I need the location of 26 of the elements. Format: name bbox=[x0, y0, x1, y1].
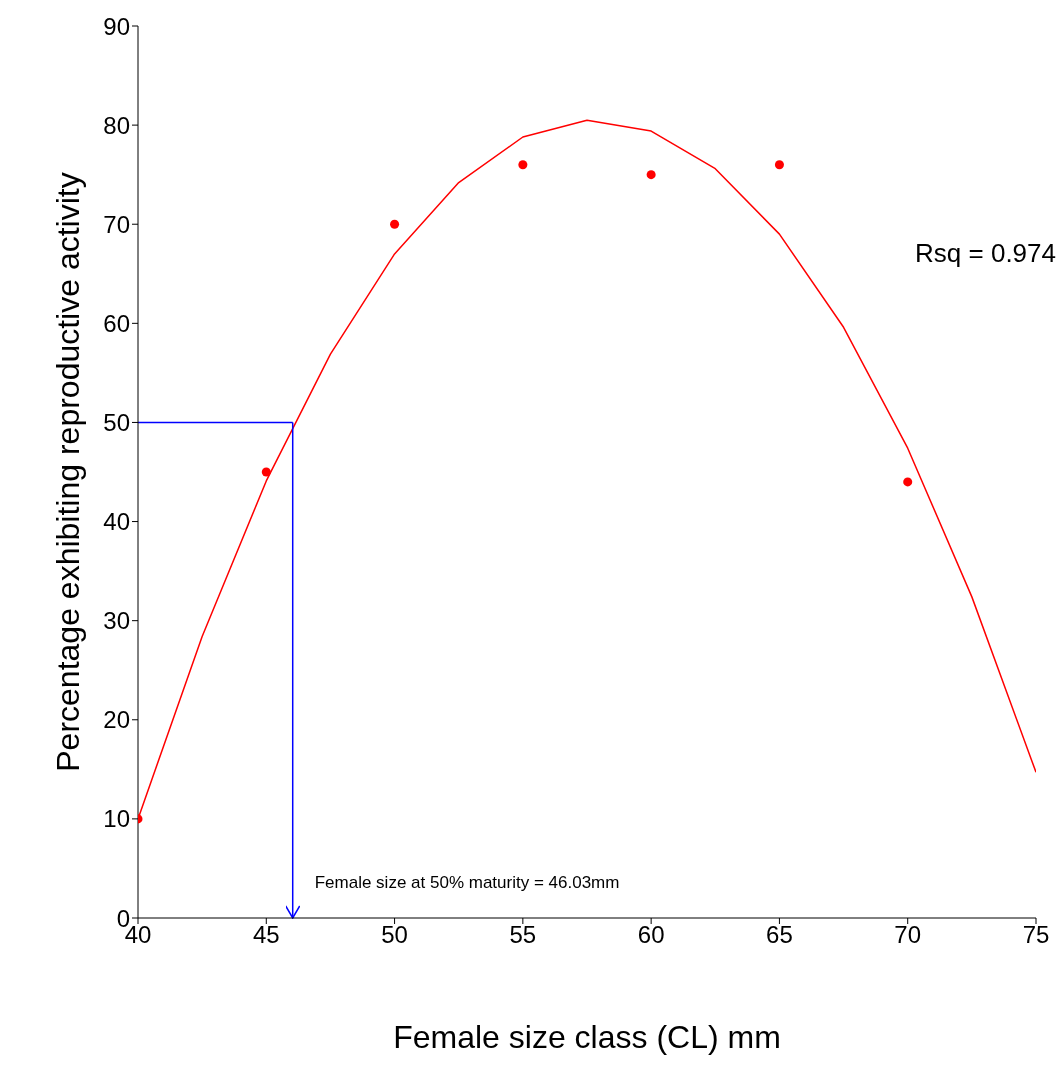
x-tick-label: 50 bbox=[381, 921, 408, 949]
y-tick-label: 90 bbox=[103, 12, 130, 40]
annotation: Female size at 50% maturity = 46.03mm bbox=[314, 873, 620, 892]
x-axis-title: Female size class (CL) mm bbox=[393, 1019, 781, 1055]
y-tick-label: 70 bbox=[103, 210, 130, 238]
point bbox=[518, 160, 528, 170]
point bbox=[774, 160, 784, 170]
y-tick-label: 80 bbox=[103, 111, 130, 139]
point bbox=[261, 467, 271, 477]
annotation: Rsq = 0.974 bbox=[915, 238, 1056, 269]
y-tick-label: 20 bbox=[103, 706, 130, 734]
x-tick-label: 70 bbox=[894, 921, 922, 949]
x-tick-label: 75 bbox=[1022, 921, 1050, 949]
x-tick-label: 60 bbox=[637, 921, 665, 949]
y-tick-label: 30 bbox=[103, 607, 130, 635]
x-tick-label: 65 bbox=[766, 921, 793, 949]
point bbox=[390, 219, 400, 229]
y-tick-label: 10 bbox=[103, 805, 130, 833]
x-tick-label: 45 bbox=[252, 921, 280, 949]
point bbox=[903, 477, 913, 487]
y-tick-label: 60 bbox=[103, 309, 130, 337]
point bbox=[646, 170, 656, 180]
y-tick-label: 40 bbox=[103, 508, 130, 536]
y-tick-label: 50 bbox=[103, 408, 130, 436]
y-axis-title: Percentage exhibiting reproductive activity bbox=[50, 172, 87, 772]
x-tick-label: 55 bbox=[509, 921, 537, 949]
